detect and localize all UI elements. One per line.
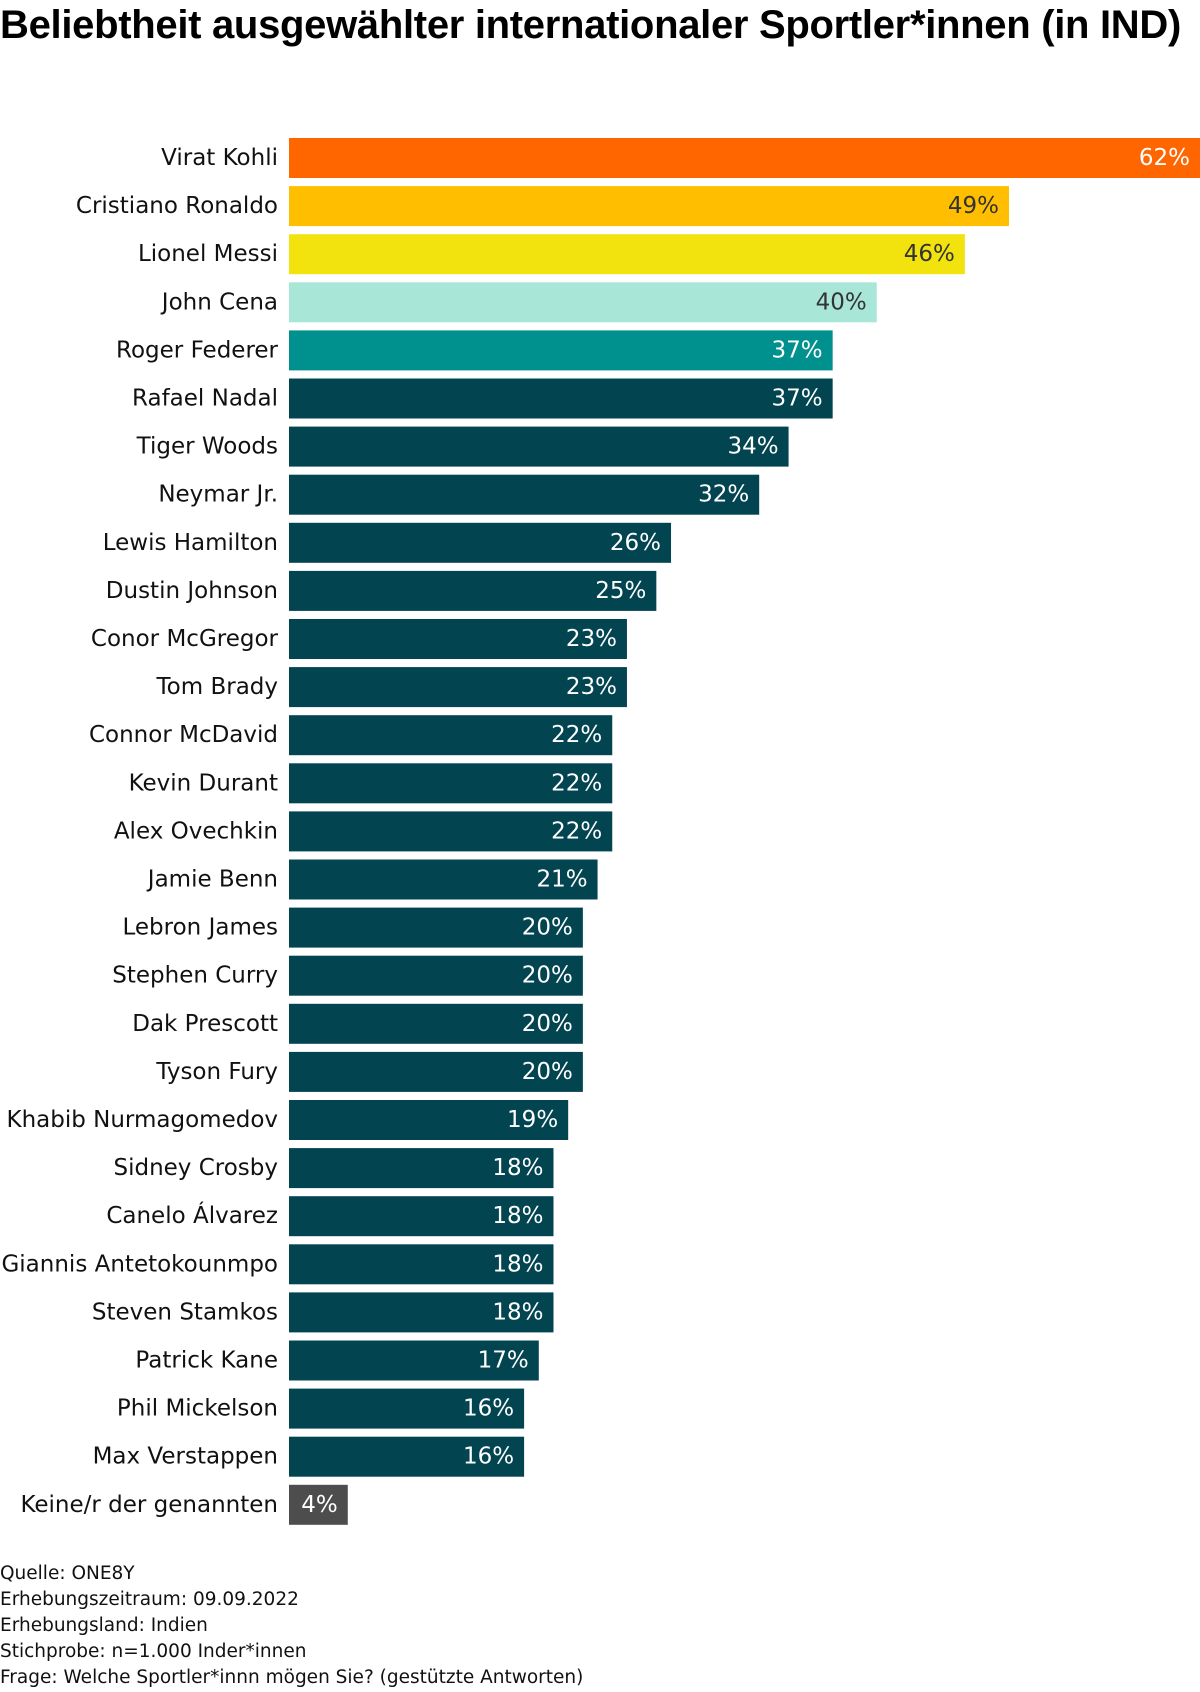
- bar: [289, 811, 613, 852]
- value-label: 22%: [551, 770, 602, 796]
- value-label: 62%: [1139, 145, 1190, 171]
- bar: [289, 907, 583, 948]
- category-label: Patrick Kane: [135, 1348, 278, 1374]
- category-label: Conor McGregor: [91, 626, 279, 652]
- bar: [289, 570, 657, 611]
- value-label: 20%: [522, 1011, 573, 1037]
- bar: [289, 522, 672, 563]
- category-label: Steven Stamkos: [92, 1299, 278, 1325]
- value-label: 20%: [522, 963, 573, 989]
- value-label: 17%: [478, 1348, 529, 1374]
- category-label: Roger Federer: [116, 337, 279, 363]
- category-label: Alex Ovechkin: [114, 818, 278, 844]
- category-label: Dak Prescott: [132, 1011, 278, 1037]
- category-label: Keine/r der genannten: [20, 1492, 278, 1518]
- category-label: Dustin Johnson: [106, 578, 278, 604]
- category-label: Canelo Álvarez: [106, 1201, 278, 1229]
- category-label: John Cena: [160, 289, 278, 315]
- bar: [289, 330, 833, 371]
- value-label: 16%: [463, 1396, 514, 1422]
- bar: [289, 1292, 554, 1333]
- category-label: Sidney Crosby: [113, 1155, 278, 1181]
- category-label: Neymar Jr.: [158, 482, 278, 508]
- value-label: 18%: [492, 1155, 543, 1181]
- value-label: 32%: [698, 482, 749, 508]
- footer-sample: Stichprobe: n=1.000 Inder*innen: [0, 1641, 307, 1662]
- value-label: 21%: [536, 867, 587, 893]
- value-label: 49%: [948, 193, 999, 219]
- chart-footer: Quelle: ONE8Y Erhebungszeitraum: 09.09.2…: [0, 1561, 1195, 1691]
- category-label: Jamie Benn: [146, 867, 278, 893]
- bar: [289, 763, 613, 804]
- bar: [289, 378, 833, 419]
- value-label: 4%: [301, 1492, 338, 1518]
- category-label: Lionel Messi: [138, 241, 278, 267]
- bar: [289, 1244, 554, 1285]
- value-label: 37%: [772, 386, 823, 412]
- footer-question: Frage: Welche Sportler*innn mögen Sie? (…: [0, 1667, 584, 1688]
- bar: [289, 1436, 525, 1477]
- footer-period: Erhebungszeitraum: 09.09.2022: [0, 1589, 299, 1610]
- category-label: Virat Kohli: [161, 145, 278, 171]
- bar: [289, 1196, 554, 1237]
- category-label: Stephen Curry: [112, 963, 278, 989]
- bar: [289, 1340, 539, 1381]
- bar: [289, 234, 965, 275]
- bar: [289, 1100, 569, 1140]
- category-label: Tyson Fury: [155, 1059, 278, 1085]
- category-label: Connor McDavid: [89, 722, 278, 748]
- bar: [289, 715, 613, 756]
- category-label: Rafael Nadal: [132, 386, 278, 412]
- category-label: Lebron James: [123, 915, 279, 941]
- bar: [289, 474, 760, 515]
- value-label: 18%: [492, 1203, 543, 1229]
- category-label: Max Verstappen: [93, 1444, 278, 1470]
- category-label: Lewis Hamilton: [103, 530, 278, 556]
- bar: [289, 859, 598, 900]
- value-label: 22%: [551, 818, 602, 844]
- value-label: 18%: [492, 1251, 543, 1277]
- value-label: 18%: [492, 1299, 543, 1325]
- bar: [289, 282, 877, 323]
- bar: [289, 1003, 583, 1044]
- footer-source: Quelle: ONE8Y: [0, 1563, 135, 1584]
- bar: [289, 1484, 348, 1525]
- value-label: 23%: [566, 674, 617, 700]
- value-label: 20%: [522, 1059, 573, 1085]
- bar: [289, 426, 789, 467]
- value-label: 40%: [816, 289, 867, 315]
- value-label: 16%: [463, 1444, 514, 1470]
- category-label: Giannis Antetokounmpo: [1, 1251, 278, 1277]
- bar: [289, 186, 1009, 227]
- bar: [289, 1148, 554, 1189]
- value-label: 25%: [595, 578, 646, 604]
- category-label: Tom Brady: [156, 674, 278, 700]
- footer-country: Erhebungsland: Indien: [0, 1615, 208, 1636]
- category-label: Cristiano Ronaldo: [76, 193, 278, 219]
- value-label: 26%: [610, 530, 661, 556]
- bar: [289, 955, 583, 996]
- value-label: 19%: [507, 1107, 558, 1133]
- value-label: 20%: [522, 915, 573, 941]
- category-label: Tiger Woods: [136, 434, 278, 460]
- category-label: Khabib Nurmagomedov: [7, 1107, 279, 1133]
- bars-group: Virat Kohli 62% Cristiano Ronaldo 49% Lionel…: [1, 138, 1200, 1525]
- bar: [289, 667, 627, 708]
- value-label: 37%: [772, 337, 823, 363]
- bar: [289, 1051, 583, 1092]
- value-label: 23%: [566, 626, 617, 652]
- value-label: 34%: [727, 434, 778, 460]
- category-label: Kevin Durant: [129, 770, 278, 796]
- bar: [289, 1388, 525, 1429]
- category-label: Phil Mickelson: [117, 1396, 278, 1422]
- value-label: 46%: [904, 241, 955, 267]
- bar: [289, 619, 627, 659]
- chart-title: Beliebtheit ausgewählter internationaler…: [0, 3, 1181, 47]
- bar: [289, 138, 1200, 178]
- value-label: 22%: [551, 722, 602, 748]
